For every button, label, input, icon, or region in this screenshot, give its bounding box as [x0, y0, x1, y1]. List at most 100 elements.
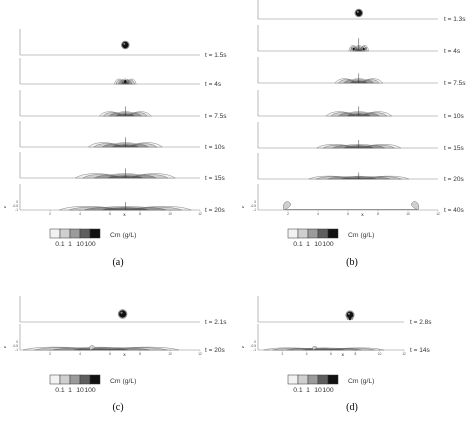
time-label: t = 4s — [205, 81, 222, 88]
droplet-highlight — [123, 42, 126, 45]
time-label: t = 10s — [205, 144, 225, 151]
colorbar-swatch — [327, 228, 339, 239]
frame: t = 1.3s — [257, 0, 466, 23]
panel-label: (b) — [346, 257, 358, 268]
colorbar-tick-label: 10 — [314, 387, 322, 394]
vortex-lobe-right — [351, 316, 354, 321]
front-vortex — [89, 345, 96, 351]
x-tick-label: 8 — [139, 352, 141, 356]
colorbar-swatch — [297, 374, 309, 385]
x-axis-title: X — [123, 213, 126, 217]
time-label: t = 1.3s — [444, 16, 466, 23]
panel-b: t = 1.3s t = 4s t = 7.5s t = 10s t = 15s t = … — [241, 0, 466, 268]
x-tick-label: 10 — [168, 212, 172, 216]
x-tick-label: 6 — [109, 352, 111, 356]
time-label: t = 20s — [205, 207, 225, 214]
colorbar-title: Cm (g/L) — [110, 378, 136, 385]
vortex-lobe-left — [350, 46, 353, 51]
frame: t = 10s — [257, 90, 464, 120]
droplet-highlight — [347, 312, 350, 315]
colorbar-tick-label: 1 — [68, 241, 72, 248]
z-axis-title: z — [3, 206, 7, 208]
colorbar-title: Cm (g/L) — [348, 378, 374, 385]
axis-group: 0-0.5-1 z 2 4 6 8 10 12 X — [3, 340, 202, 357]
x-tick-label: 10 — [378, 352, 382, 356]
time-label: t = 4s — [444, 48, 461, 55]
vortex-lobe-left — [360, 46, 363, 51]
x-tick-label: 2 — [287, 212, 289, 216]
vortex-lobe-right — [364, 46, 367, 51]
x-tick-label: 4 — [317, 212, 319, 216]
vortex-lobe-left — [346, 316, 349, 321]
x-tick-label: 6 — [109, 212, 111, 216]
frame: t = 40s 0-0.5-1 z 2 4 6 8 10 12 X — [241, 184, 464, 217]
colorbar-tick-label: 100 — [322, 387, 334, 394]
colorbar-swatch — [79, 374, 91, 385]
colorbar-tick-label: 0.1 — [293, 387, 303, 394]
frame: t = 10s — [19, 121, 225, 151]
vortex-lobe-right — [354, 46, 357, 51]
z-tick-label: 0 — [16, 200, 18, 204]
colorbar-title: Cm (g/L) — [110, 232, 136, 239]
x-tick-label: 8 — [377, 212, 379, 216]
colorbar-swatch — [59, 374, 71, 385]
colorbar-tick-label: 10 — [76, 241, 84, 248]
frame: t = 4s — [19, 58, 222, 88]
x-tick-label: 2 — [49, 212, 51, 216]
colorbar-tick-label: 100 — [322, 241, 334, 248]
time-label: t = 1.5s — [205, 52, 227, 59]
frame: t = 2.8s — [257, 296, 432, 326]
time-label: t = 15s — [444, 145, 464, 152]
time-label: t = 40s — [444, 207, 464, 214]
x-axis-title: X — [341, 353, 344, 357]
panel-a: t = 1.5s t = 4s t = 7.5s t = 10s t = 15s t = … — [3, 29, 227, 268]
x-tick-label: 12 — [402, 352, 406, 356]
concentration-contour — [73, 348, 129, 351]
frame: t = 7.5s — [257, 57, 466, 87]
z-axis-title: z — [3, 346, 7, 348]
panel-label: (c) — [112, 402, 123, 413]
x-tick-label: 12 — [198, 212, 202, 216]
colorbar-title: Cm (g/L) — [348, 232, 374, 239]
frame: t = 4s — [257, 25, 461, 55]
z-tick-label: -1 — [253, 348, 256, 352]
colorbar-swatch — [89, 228, 101, 239]
frame: t = 2.1s — [19, 296, 227, 326]
vortex-core — [352, 47, 355, 51]
colorbar-tick-label: 0.1 — [55, 241, 65, 248]
time-label: t = 7.5s — [205, 113, 227, 120]
colorbar-swatch — [49, 228, 61, 239]
x-tick-label: 2 — [49, 352, 51, 356]
colorbar-tick-label: 100 — [84, 241, 96, 248]
x-tick-label: 4 — [79, 352, 81, 356]
front-vortex-right — [411, 201, 419, 211]
time-label: t = 2.8s — [410, 319, 432, 326]
axis-group: 0-0.5-1 z 2 4 6 8 10 12 X — [241, 340, 406, 357]
vortex-core — [362, 47, 365, 51]
droplet-core — [355, 9, 362, 17]
colorbar-tick-label: 1 — [68, 387, 72, 394]
x-tick-label: 10 — [168, 352, 172, 356]
z-tick-label: -1 — [253, 208, 256, 212]
time-label: t = 20s — [205, 347, 225, 354]
frame: t = 20s — [257, 153, 464, 183]
colorbar-tick-label: 0.1 — [293, 241, 303, 248]
colorbar-tick-label: 10 — [314, 241, 322, 248]
z-tick-label: 0 — [16, 340, 18, 344]
time-label: t = 2.1s — [205, 319, 227, 326]
x-axis-title: X — [361, 213, 364, 217]
colorbar-swatch — [297, 228, 309, 239]
axis-group: 0-0.5-1 z 2 4 6 8 10 12 X — [241, 200, 440, 217]
x-tick-label: 4 — [306, 352, 308, 356]
frame: t = 1.5s — [19, 29, 227, 59]
panel-label: (a) — [112, 257, 123, 268]
colorbar-legend: 0.1 1 10 100 Cm (g/L) — [49, 228, 136, 248]
axis-group: 0-0.5-1 z 2 4 6 8 10 12 X — [3, 200, 202, 217]
colorbar-tick-label: 10 — [76, 387, 84, 394]
z-axis-title: z — [241, 206, 245, 208]
droplet-highlight — [120, 311, 123, 314]
vortex-lobe-right — [126, 79, 129, 84]
time-label: t = 14s — [410, 347, 430, 354]
